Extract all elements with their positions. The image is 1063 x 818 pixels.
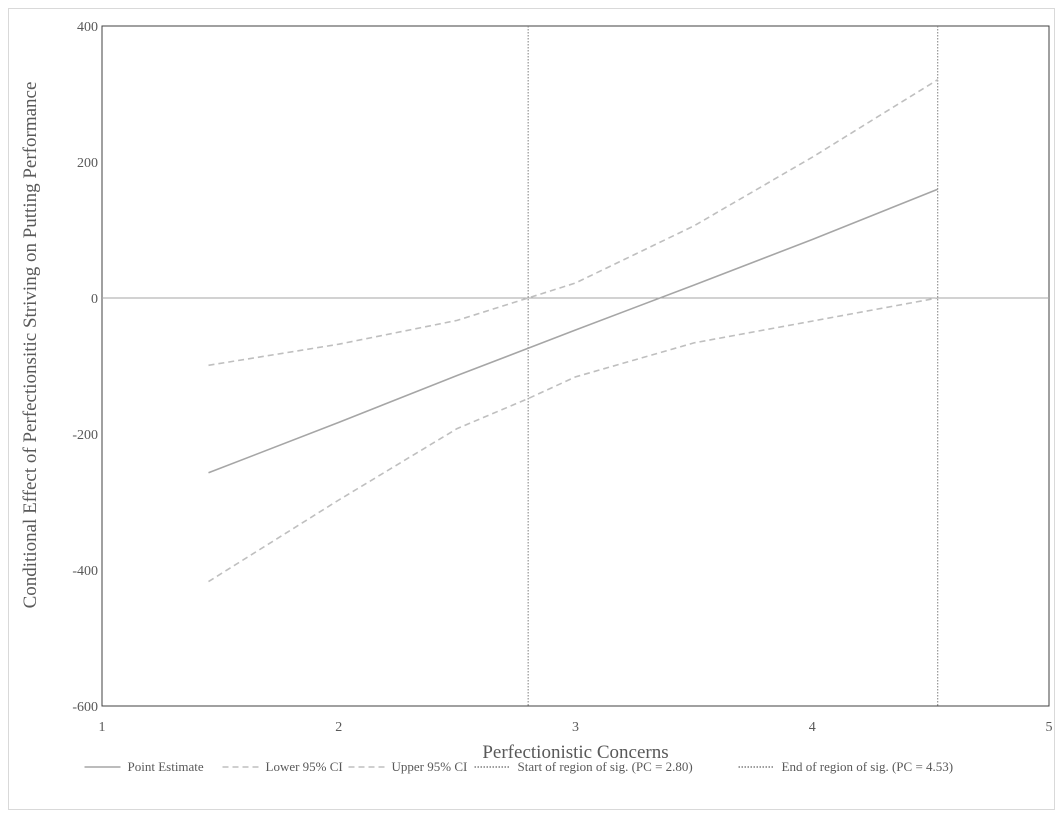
y-tick-labels: 400 200 0 -200 -400 -600 [72,20,98,715]
series-layer [208,79,939,583]
x-tick-label: 4 [809,720,816,735]
legend-label: Point Estimate [128,759,204,774]
x-tick-label: 3 [572,720,579,735]
y-tick-label: -400 [72,564,98,579]
series-line [208,79,939,367]
legend-label: Upper 95% CI [392,759,468,774]
legend-label: Lower 95% CI [266,759,343,774]
y-tick-label: 400 [77,20,98,35]
x-axis-title: Perfectionistic Concerns [482,742,668,763]
y-tick-label: -200 [72,428,98,443]
y-axis-title: Conditional Effect of Perfectionsitic St… [20,82,41,609]
x-tick-labels: 1 2 3 4 5 [99,720,1053,735]
legend: Point Estimate Lower 95% CI Upper 95% CI St… [84,759,954,774]
y-tick-label: 0 [91,292,98,307]
chart-frame [8,8,1055,810]
significance-lines [527,26,939,706]
y-tick-label: -600 [72,700,98,715]
series-line [208,297,938,583]
series-line [208,188,938,474]
y-tick-label: 200 [77,156,98,171]
x-tick-label: 1 [99,720,106,735]
legend-label: Start of region of sig. (PC = 2.80) [518,759,693,774]
plot-area [101,25,1050,707]
x-tick-label: 5 [1046,720,1053,735]
x-tick-label: 2 [335,720,342,735]
legend-label: End of region of sig. (PC = 4.53) [782,759,954,774]
